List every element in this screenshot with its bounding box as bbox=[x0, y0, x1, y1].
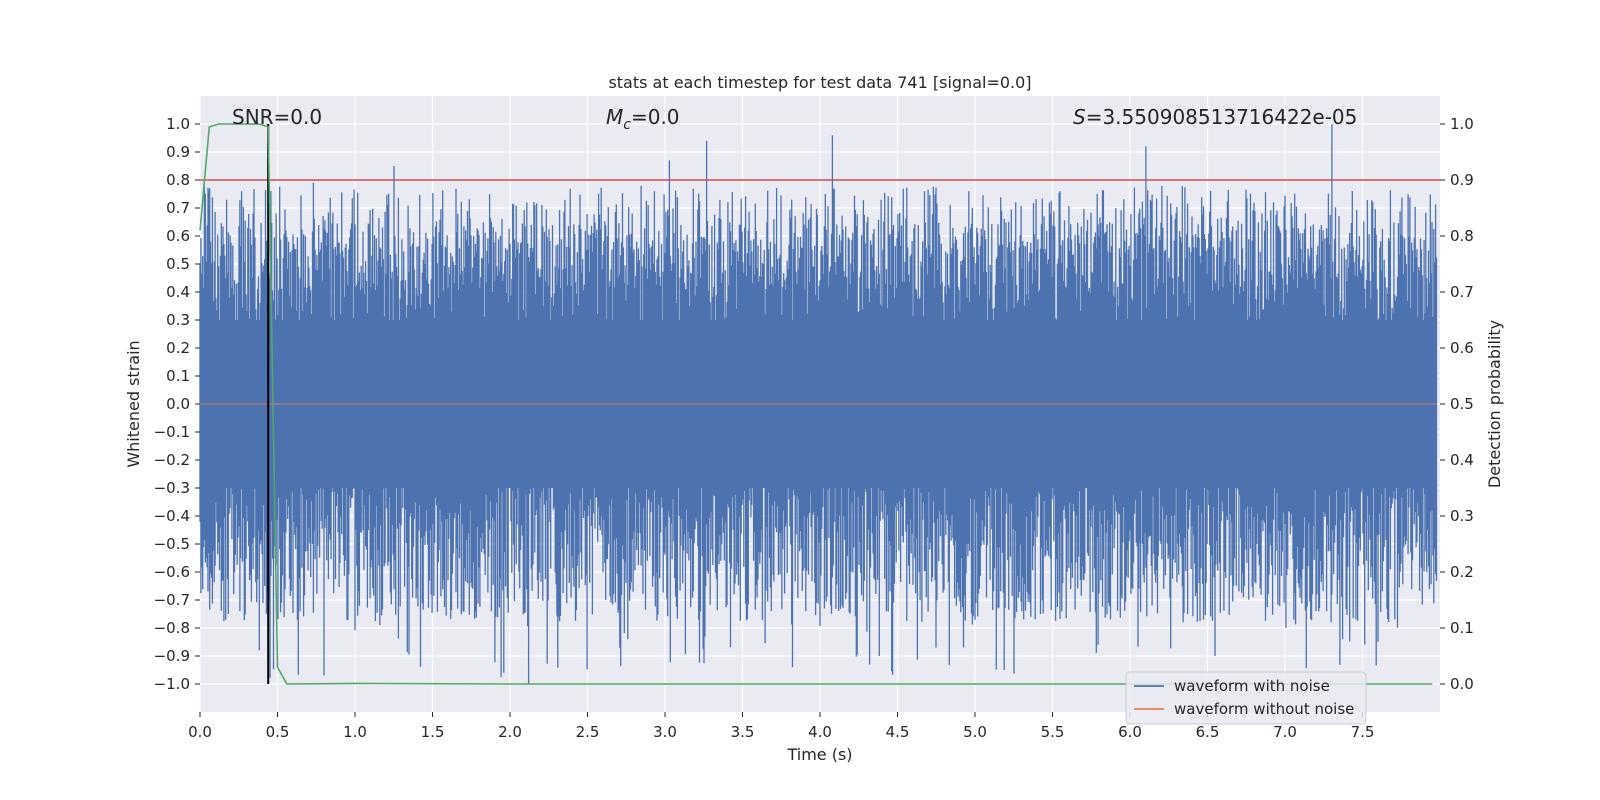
y-tick-label: 0.2 bbox=[166, 339, 190, 357]
right-tick-label: 0.6 bbox=[1450, 339, 1474, 357]
legend-box bbox=[1125, 671, 1367, 725]
y-tick-label: −0.4 bbox=[154, 507, 190, 525]
right-tick-label: 0.8 bbox=[1450, 227, 1474, 245]
series-detection-probability bbox=[199, 123, 1433, 685]
right-tick-label: 0.4 bbox=[1450, 451, 1474, 469]
chart-title: stats at each timestep for test data 741… bbox=[608, 73, 1031, 92]
y-tick-label: −0.6 bbox=[154, 563, 190, 581]
right-tick-label: 0.5 bbox=[1450, 395, 1474, 413]
statistic-symbol: S bbox=[1073, 105, 1086, 129]
y-tick-label: 0.5 bbox=[166, 255, 190, 273]
x-tick-label: 7.0 bbox=[1273, 723, 1297, 741]
y-tick-label: 0.9 bbox=[166, 143, 190, 161]
legend-label-noise: waveform with noise bbox=[1174, 677, 1330, 695]
x-tick-label: 1.0 bbox=[343, 723, 367, 741]
right-tick-label: 1.0 bbox=[1450, 115, 1474, 133]
chirp-mass-subscript: c bbox=[623, 117, 631, 133]
x-tick-label: 5.0 bbox=[963, 723, 987, 741]
annotation-chirp-mass: Mc=0.0 bbox=[606, 105, 680, 133]
statistic-value: =3.550908513716422e-05 bbox=[1086, 105, 1358, 129]
x-tick-label: 2.0 bbox=[498, 723, 522, 741]
annotation-snr: SNR=0.0 bbox=[232, 105, 322, 129]
x-axis-ticks: 0.0 0.5 1.0 1.5 2.0 2.5 3.0 3.5 4.0 4.5 5.0 5.5 6.0 6… bbox=[188, 712, 1374, 741]
y-tick-label: 0.4 bbox=[166, 283, 190, 301]
y-tick-label: −0.8 bbox=[154, 619, 190, 637]
y-tick-label: 0.8 bbox=[166, 171, 190, 189]
x-tick-label: 0.0 bbox=[188, 723, 212, 741]
y-axis-label: Whitened strain bbox=[124, 340, 143, 467]
right-tick-label: 0.7 bbox=[1450, 283, 1474, 301]
y-tick-label: −0.2 bbox=[154, 451, 190, 469]
x-tick-label: 3.5 bbox=[731, 723, 755, 741]
right-tick-label: 0.2 bbox=[1450, 563, 1474, 581]
legend-label-clean: waveform without noise bbox=[1174, 700, 1354, 718]
y-tick-label: 0.0 bbox=[166, 395, 190, 413]
x-tick-label: 1.5 bbox=[421, 723, 445, 741]
x-tick-label: 6.0 bbox=[1118, 723, 1142, 741]
y-tick-label: −0.3 bbox=[154, 479, 190, 497]
chirp-mass-value: =0.0 bbox=[631, 105, 680, 129]
chirp-mass-symbol: M bbox=[606, 105, 623, 129]
x-axis-label: Time (s) bbox=[786, 745, 852, 764]
y-tick-label: 0.1 bbox=[166, 367, 190, 385]
right-tick-label: 0.0 bbox=[1450, 675, 1474, 693]
y-tick-label: 0.7 bbox=[166, 199, 190, 217]
x-tick-label: 0.5 bbox=[266, 723, 290, 741]
x-tick-label: 4.5 bbox=[886, 723, 910, 741]
noise-trace bbox=[199, 124, 1438, 684]
x-tick-label: 2.5 bbox=[576, 723, 600, 741]
x-tick-label: 6.5 bbox=[1196, 723, 1220, 741]
y-tick-label: −0.1 bbox=[154, 423, 190, 441]
x-tick-label: 7.5 bbox=[1351, 723, 1375, 741]
x-tick-label: 5.5 bbox=[1041, 723, 1065, 741]
y-tick-label: 0.3 bbox=[166, 311, 190, 329]
right-axis-ticks: 0.0 0.1 0.2 0.3 0.4 0.5 0.6 0.7 0.8 0.9 1.0 bbox=[1440, 115, 1474, 693]
right-tick-label: 0.9 bbox=[1450, 171, 1474, 189]
y-tick-label: −0.5 bbox=[154, 535, 190, 553]
right-tick-label: 0.3 bbox=[1450, 507, 1474, 525]
y-tick-label: 1.0 bbox=[166, 115, 190, 133]
y-tick-label: −0.9 bbox=[154, 647, 190, 665]
right-tick-label: 0.1 bbox=[1450, 619, 1474, 637]
y-tick-label: 0.6 bbox=[166, 227, 190, 245]
y-tick-label: −1.0 bbox=[154, 675, 190, 693]
x-tick-label: 4.0 bbox=[808, 723, 832, 741]
annotation-statistic: S=3.550908513716422e-05 bbox=[1073, 105, 1357, 129]
x-tick-label: 3.0 bbox=[653, 723, 677, 741]
legend: waveform with noise waveform without noi… bbox=[1125, 671, 1367, 725]
y-axis-ticks: −1.0 −0.9 −0.8 −0.7 −0.6 −0.5 −0.4 −0.3 −0.2 −0.1… bbox=[154, 115, 200, 693]
y-tick-label: −0.7 bbox=[154, 591, 190, 609]
right-axis-label: Detection probability bbox=[1485, 320, 1504, 488]
